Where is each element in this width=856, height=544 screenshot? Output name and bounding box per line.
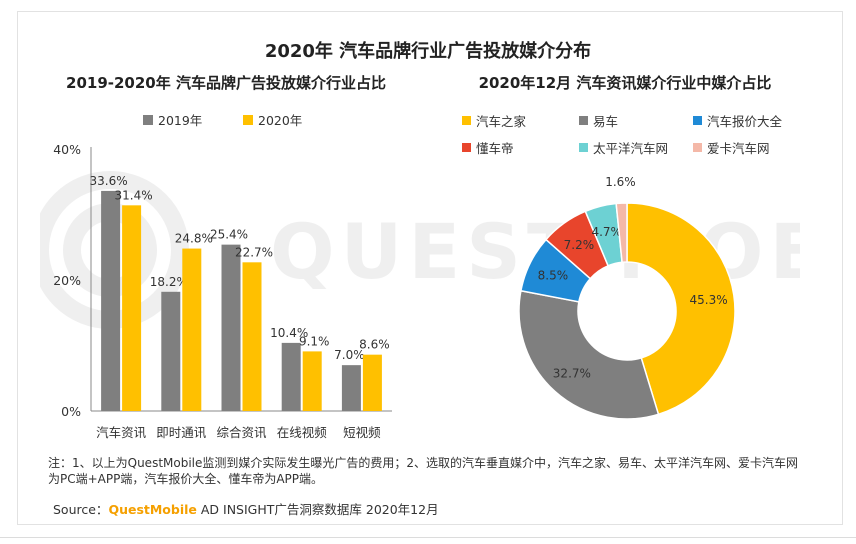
- y-tick-label: 20%: [53, 273, 81, 288]
- source-line: Source：QuestMobile AD INSIGHT广告洞察数据库 202…: [53, 499, 439, 518]
- bar-legend-2020: 2020年: [243, 110, 302, 129]
- legend-swatch-baojia: [693, 116, 702, 125]
- main-title: 2020年 汽车品牌行业广告投放媒介分布: [264, 41, 592, 62]
- slice-value-label: 32.7%: [553, 366, 591, 380]
- x-category-label: 即时通讯: [156, 425, 207, 440]
- bar-value-label: 18.2%: [150, 275, 188, 289]
- legend-swatch-pcauto: [579, 143, 588, 152]
- bar-value-label: 25.4%: [210, 228, 248, 242]
- x-category-label: 短视频: [343, 425, 381, 440]
- legend-label-autohome: 汽车之家: [476, 114, 527, 129]
- bar-2019: [341, 365, 361, 411]
- pie-legend-yiche: 易车: [579, 111, 618, 130]
- slice-value-label: 7.2%: [564, 238, 595, 252]
- slice-value-label: 45.3%: [690, 293, 728, 307]
- bar-2019: [221, 244, 241, 411]
- legend-swatch-2019: [143, 114, 153, 125]
- slice-value-label: 4.7%: [591, 225, 622, 239]
- pie-legend-baojia: 汽车报价大全: [693, 111, 782, 130]
- bar-value-label: 22.7%: [235, 245, 273, 259]
- pie-legend-pcauto: 太平洋汽车网: [579, 138, 668, 157]
- bar-2020: [182, 248, 202, 411]
- legend-swatch-autohome: [462, 116, 471, 125]
- legend-label-yiche: 易车: [593, 114, 619, 129]
- bar-2020: [362, 354, 382, 411]
- donut-slice: [626, 202, 736, 416]
- x-category-label: 综合资讯: [216, 425, 267, 440]
- donut-slice: [615, 202, 628, 264]
- bar-value-label: 24.8%: [175, 232, 213, 246]
- donut-chart-title: 2020年12月 汽车资讯媒介行业中媒介占比: [478, 74, 772, 92]
- bar-2020: [242, 262, 262, 411]
- legend-swatch-dongchedi: [462, 143, 471, 152]
- source-brand: QuestMobile: [108, 502, 197, 517]
- bottom-divider: [0, 537, 856, 538]
- source-suffix: AD INSIGHT广告洞察数据库 2020年12月: [196, 502, 439, 517]
- bar-2019: [281, 342, 301, 411]
- slice-value-label: 8.5%: [538, 269, 569, 283]
- x-category-label: 汽车资讯: [96, 425, 147, 440]
- pie-legend-dongchedi: 懂车帝: [462, 138, 514, 157]
- bar-chart-title: 2019-2020年 汽车品牌广告投放媒介行业占比: [66, 74, 386, 92]
- bar-value-label: 9.1%: [299, 334, 330, 348]
- source-prefix: Source：: [53, 502, 109, 517]
- bar-2020: [302, 351, 322, 411]
- bar-value-label: 33.6%: [90, 174, 128, 188]
- legend-swatch-xcar: [693, 143, 702, 152]
- bar-value-label: 8.6%: [359, 338, 390, 352]
- footnote: 注：1、以上为QuestMobile监测到媒介实际发生曝光广告的费用；2、选取的…: [48, 456, 799, 486]
- bar-2020: [122, 205, 142, 411]
- legend-swatch-2020: [243, 114, 253, 125]
- bar-2019: [101, 190, 121, 411]
- legend-label-2019: 2019年: [158, 113, 203, 128]
- legend-label-dongchedi: 懂车帝: [476, 141, 514, 156]
- bar-2019: [161, 291, 181, 411]
- bar-legend-2019: 2019年: [143, 110, 202, 129]
- donut-slice: [518, 289, 660, 420]
- legend-label-pcauto: 太平洋汽车网: [593, 141, 669, 156]
- legend-label-baojia: 汽车报价大全: [707, 114, 783, 129]
- bar-value-label: 10.4%: [270, 326, 308, 340]
- legend-label-2020: 2020年: [258, 113, 303, 128]
- legend-label-xcar: 爱卡汽车网: [707, 141, 770, 156]
- y-tick-label: 0%: [61, 404, 81, 419]
- bar-value-label: 7.0%: [334, 348, 365, 362]
- slice-value-label: 1.6%: [605, 175, 636, 189]
- x-category-label: 在线视频: [277, 425, 328, 440]
- pie-legend-xcar: 爱卡汽车网: [693, 138, 770, 157]
- bar-value-label: 31.4%: [115, 188, 153, 202]
- legend-swatch-yiche: [579, 116, 588, 125]
- y-tick-label: 40%: [53, 142, 81, 157]
- pie-legend-autohome: 汽车之家: [462, 111, 526, 130]
